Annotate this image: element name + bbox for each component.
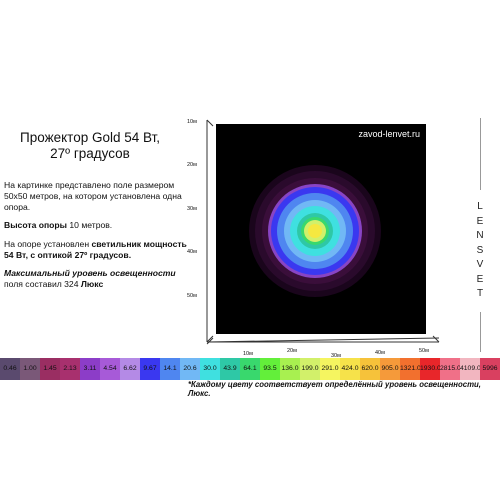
scale-cell: 30.0 xyxy=(200,358,220,380)
scale-cell: 424.0 xyxy=(340,358,360,380)
description-pole-height: Высота опоры 10 метров. xyxy=(4,220,189,231)
description-max-lux: Максимальный уровень освещенности поля с… xyxy=(4,268,189,290)
scale-note: *Каждому цвету соответствует определённы… xyxy=(188,380,481,398)
brand-logo: L E N S V E T xyxy=(470,200,490,302)
title: Прожектор Gold 54 Вт, 27º градусов xyxy=(0,130,180,162)
scale-cell: 3.11 xyxy=(80,358,100,380)
scale-cell: 20.6 xyxy=(180,358,200,380)
scale-cell: 291.0 xyxy=(320,358,340,380)
scale-cell: 4109.0 xyxy=(460,358,480,380)
scale-cell: 6.62 xyxy=(120,358,140,380)
description-fixture: На опоре установлен светильник мощность … xyxy=(4,239,189,261)
y-tick: 30м xyxy=(187,206,197,212)
brand-divider-bottom xyxy=(480,312,481,352)
scale-cell: 2.13 xyxy=(60,358,80,380)
max-lux-unit: Люкс xyxy=(80,279,104,289)
x-tick: 40м xyxy=(375,350,385,356)
max-lux-label: Максимальный уровень освещенности xyxy=(4,268,176,278)
x-tick: 50м xyxy=(419,348,429,354)
y-tick: 40м xyxy=(187,249,197,255)
light-spot xyxy=(249,165,381,297)
scale-cell: 2815.0 xyxy=(440,358,460,380)
color-scale-legend: 0.46 1.00 1.45 2.13 3.11 4.54 6.62 9.67 14.1 20.6… xyxy=(0,358,500,380)
brand-letter: E xyxy=(476,273,484,285)
y-tick: 10м xyxy=(187,119,197,125)
brand-letter: V xyxy=(476,259,484,270)
scale-cell: 14.1 xyxy=(160,358,180,380)
scale-cell: 93.5 xyxy=(260,358,280,380)
scale-cell: 905.0 xyxy=(380,358,400,380)
title-line-2: 27º градусов xyxy=(50,146,130,161)
scale-cell: 43.9 xyxy=(220,358,240,380)
y-tick: 20м xyxy=(187,162,197,168)
y-tick: 50м xyxy=(187,293,197,299)
scale-cell: 1930.0 xyxy=(420,358,440,380)
scale-cell: 1321.0 xyxy=(400,358,420,380)
title-line-1: Прожектор Gold 54 Вт, xyxy=(20,130,160,145)
brand-divider-top xyxy=(480,118,481,190)
scale-cell: 1.45 xyxy=(40,358,60,380)
brand-letter: E xyxy=(476,215,484,227)
scale-cell: 620.0 xyxy=(360,358,380,380)
fixture-spec: светильник мощность 54 Вт, с оптикой 27º… xyxy=(4,239,187,260)
site-url: zavod-lenvet.ru xyxy=(358,129,420,139)
x-tick: 30м xyxy=(331,353,341,359)
illuminance-field: zavod-lenvet.ru xyxy=(216,124,426,334)
illuminance-plot: zavod-lenvet.ru 10м 20м 30м 40м 50м 10м … xyxy=(185,112,445,370)
scale-cell: 1.00 xyxy=(20,358,40,380)
scale-cell: 0.46 xyxy=(0,358,20,380)
brand-letter: T xyxy=(476,288,484,299)
scale-cell: 199.0 xyxy=(300,358,320,380)
pole-height-label: Высота опоры xyxy=(4,220,68,230)
brand-letter: L xyxy=(477,201,483,212)
description-field: На картинке представлено поле размером 5… xyxy=(4,180,182,212)
brand-letter: N xyxy=(476,230,484,241)
scale-cell: 64.1 xyxy=(240,358,260,380)
x-tick: 10м xyxy=(243,351,253,357)
brand-letter: S xyxy=(476,244,484,256)
plot-axes xyxy=(206,119,440,345)
scale-cell: 136.0 xyxy=(280,358,300,380)
fixture-intro: На опоре установлен xyxy=(4,239,92,249)
max-lux-text: поля составил 324 xyxy=(4,279,81,289)
scale-cell: 5996 xyxy=(480,358,500,380)
scale-cell: 4.54 xyxy=(100,358,120,380)
x-tick: 20м xyxy=(287,348,297,354)
scale-cell: 9.67 xyxy=(140,358,160,380)
pole-height-value: 10 метров. xyxy=(67,220,113,230)
